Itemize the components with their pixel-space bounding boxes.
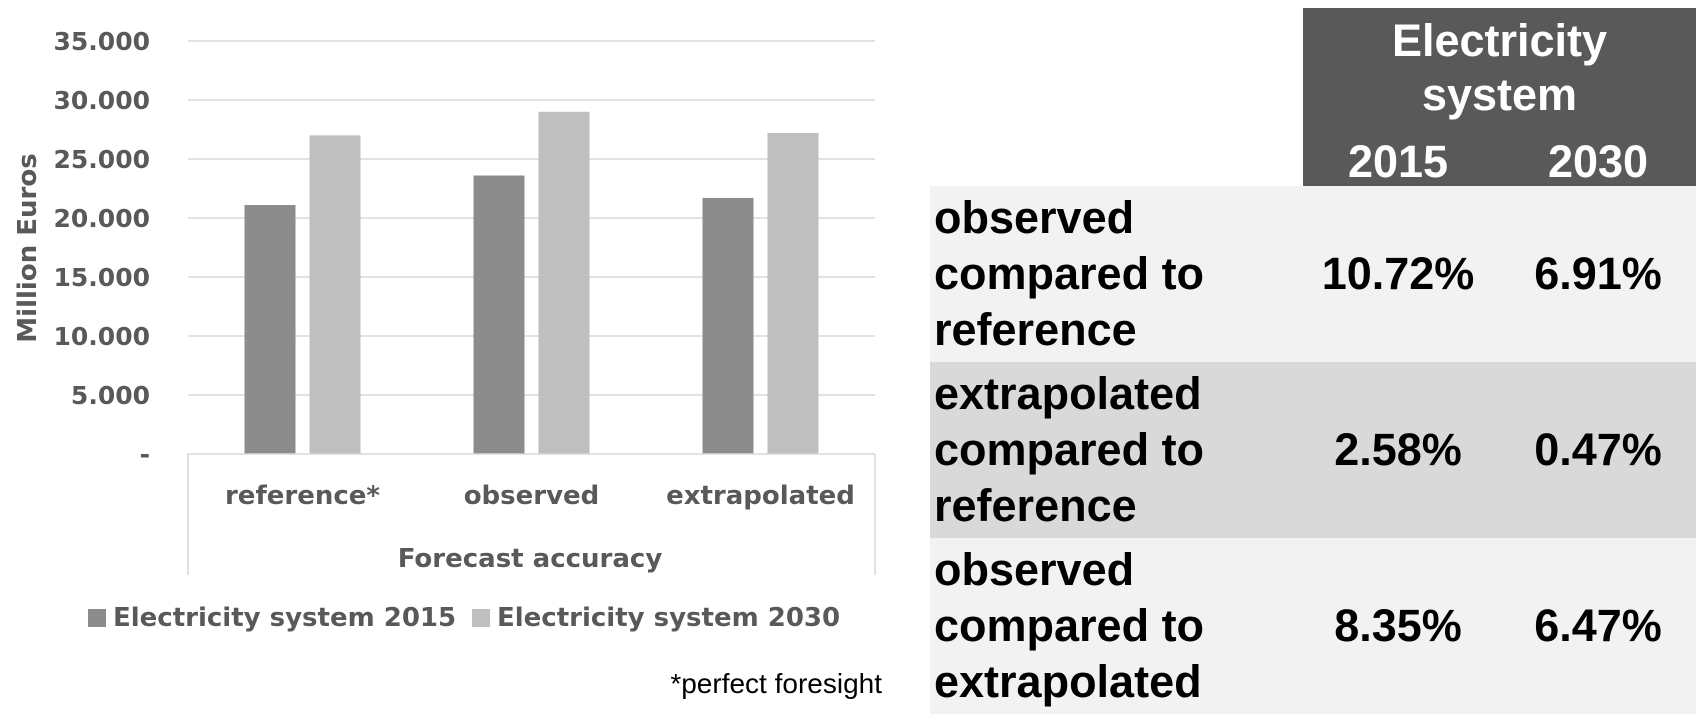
- x-axis-label: Forecast accuracy: [398, 544, 663, 574]
- bar: [538, 111, 590, 455]
- x-axis-box: [187, 453, 876, 575]
- cell-2015: 2.58%: [1334, 424, 1462, 475]
- row-label-line: reference: [934, 304, 1137, 355]
- row-label: observed compared to reference: [934, 190, 1294, 358]
- table-row: extrapolated compared to reference 2.58%…: [930, 362, 1696, 538]
- legend: Electricity system 2015 Electricity syste…: [88, 603, 840, 633]
- row-label-line: compared to: [934, 600, 1205, 651]
- row-label-line: compared to: [934, 424, 1205, 475]
- x-axis-tick-labels: reference* observed extrapolated: [225, 481, 855, 511]
- column-header-2030: 2030: [1547, 136, 1649, 187]
- table-row: observed compared to reference 10.72% 6.…: [930, 186, 1696, 362]
- y-tick-label: 20.000: [54, 204, 150, 233]
- cell-2015: 10.72%: [1321, 248, 1475, 299]
- table-header-title: Electricity system: [1303, 14, 1696, 122]
- table-header-title-line2: system: [1421, 69, 1578, 120]
- row-label: extrapolated compared to reference: [934, 366, 1294, 534]
- y-tick-label: 10.000: [54, 322, 150, 351]
- cell-2030: 6.47%: [1534, 600, 1662, 651]
- bar: [309, 135, 361, 454]
- table-header: Electricity system 2015 2030: [1303, 8, 1696, 187]
- bar: [702, 197, 754, 454]
- row-label-line: extrapolated: [934, 656, 1202, 707]
- legend-swatch: [88, 609, 106, 627]
- bar: [767, 133, 819, 455]
- row-label-line: observed: [934, 192, 1135, 243]
- table-row: observed compared to extrapolated 8.35% …: [930, 538, 1696, 714]
- x-tick-label: extrapolated: [666, 481, 855, 511]
- bar-chart: - 5.000 10.000 15.000 20.000 25.000 30.000 35.0…: [13, 27, 876, 633]
- cell-2015: 8.35%: [1334, 600, 1462, 651]
- row-label-line: compared to: [934, 248, 1205, 299]
- y-tick-label: 15.000: [54, 263, 150, 292]
- bar: [473, 175, 525, 454]
- bars: [244, 111, 819, 455]
- y-tick-label: 25.000: [54, 145, 150, 174]
- legend-label: Electricity system 2030: [497, 603, 840, 633]
- legend-swatch: [472, 609, 490, 627]
- row-label-line: reference: [934, 480, 1137, 531]
- legend-label: Electricity system 2015: [113, 603, 456, 633]
- y-axis-label: Million Euros: [13, 153, 43, 342]
- y-tick-label: 5.000: [71, 381, 150, 410]
- y-tick-label: 35.000: [54, 27, 150, 56]
- row-label: observed compared to extrapolated: [934, 542, 1294, 710]
- column-header-2015: 2015: [1347, 136, 1449, 187]
- table-header-title-line1: Electricity: [1391, 15, 1608, 66]
- x-tick-label: reference*: [225, 481, 380, 511]
- row-label-line: observed: [934, 544, 1135, 595]
- x-tick-label: observed: [464, 481, 600, 511]
- row-label-line: extrapolated: [934, 368, 1202, 419]
- cell-2030: 0.47%: [1534, 424, 1662, 475]
- y-axis-tick-labels: - 5.000 10.000 15.000 20.000 25.000 30.000 35.0…: [54, 27, 150, 469]
- bar: [244, 205, 296, 454]
- y-tick-label: 30.000: [54, 86, 150, 115]
- footnote: *perfect foresight: [670, 668, 882, 699]
- cell-2030: 6.91%: [1534, 248, 1662, 299]
- y-tick-label: -: [140, 440, 150, 469]
- grid-lines: [188, 40, 875, 396]
